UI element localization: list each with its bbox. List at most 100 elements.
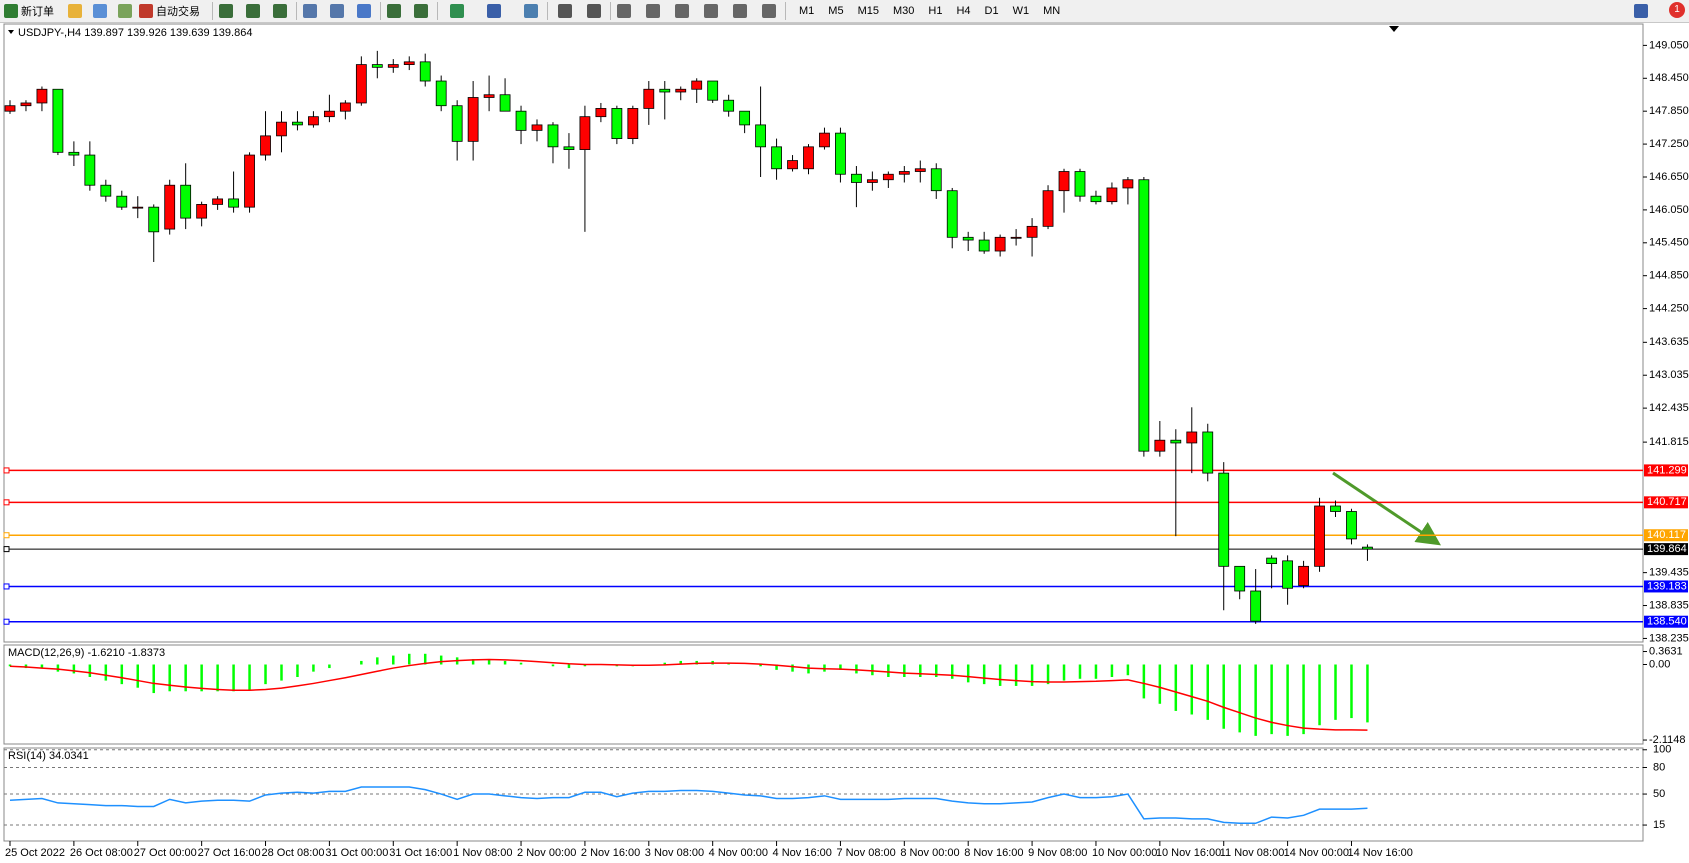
- search-icon[interactable]: [1634, 4, 1648, 18]
- candle-body: [994, 236, 1006, 252]
- candle-body: [1090, 195, 1102, 203]
- icon[interactable]: [450, 4, 464, 18]
- separator: [296, 2, 297, 20]
- icon[interactable]: [273, 4, 287, 18]
- candle-body: [1234, 565, 1246, 592]
- icon[interactable]: [246, 4, 260, 18]
- icon[interactable]: [704, 4, 718, 18]
- candle-body: [1122, 179, 1134, 189]
- candle-body: [787, 160, 798, 170]
- candle-body: [419, 61, 431, 82]
- icon[interactable]: [617, 4, 631, 18]
- icon[interactable]: [68, 4, 82, 18]
- notification-badge[interactable]: 1: [1669, 2, 1685, 18]
- price-label-box: [1644, 464, 1688, 477]
- icon[interactable]: [675, 4, 689, 18]
- x-tick-label: 14 Nov 00:00: [1284, 847, 1349, 859]
- price-label-box: [1644, 529, 1688, 542]
- candle-body: [1186, 431, 1198, 444]
- candle-body: [531, 124, 543, 131]
- separator: [437, 2, 438, 20]
- icon[interactable]: [587, 4, 601, 18]
- macd-title: MACD(12,26,9) -1.6210 -1.8373: [8, 647, 165, 659]
- candle-body: [1314, 505, 1325, 567]
- timeframe-button[interactable]: M30: [892, 5, 915, 17]
- candle-body: [1346, 511, 1357, 540]
- icon[interactable]: [524, 4, 538, 18]
- icon[interactable]: [558, 4, 572, 18]
- y-tick-label: 15: [1653, 819, 1665, 831]
- candle-body: [627, 108, 639, 140]
- auto-trading-button[interactable]: 自动交易: [135, 2, 204, 21]
- candle-body: [978, 239, 990, 252]
- candle-body: [132, 206, 144, 209]
- candle-body: [611, 108, 623, 140]
- timeframe-button[interactable]: W1: [1012, 5, 1030, 17]
- icon[interactable]: [93, 4, 107, 18]
- x-tick-label: 14 Nov 16:00: [1347, 847, 1412, 859]
- y-tick-label: 146.650: [1649, 171, 1689, 183]
- x-tick-label: 8 Nov 16:00: [964, 847, 1023, 859]
- separator: [610, 2, 611, 20]
- timeframe-button[interactable]: H1: [928, 5, 943, 17]
- candle-body: [228, 198, 239, 208]
- y-tick-label: 144.850: [1649, 270, 1689, 282]
- candle-body: [323, 110, 335, 118]
- candle-body: [100, 184, 112, 197]
- candle-body: [339, 102, 351, 112]
- icon[interactable]: [118, 4, 132, 18]
- rsi-title: RSI(14) 34.0341: [8, 750, 89, 762]
- candle-body: [691, 80, 703, 90]
- y-tick-label: 143.635: [1649, 336, 1689, 348]
- price-label: 141.299: [1647, 464, 1687, 476]
- icon[interactable]: [303, 4, 317, 18]
- line-handle: [3, 499, 10, 506]
- candle-body: [723, 99, 735, 112]
- candle-body: [515, 110, 527, 131]
- candle-body: [1362, 546, 1373, 550]
- y-tick-label: 145.450: [1649, 237, 1689, 249]
- candle-body: [371, 64, 383, 68]
- candle-body: [276, 121, 287, 137]
- new-order-button[interactable]: 新订单: [0, 2, 58, 21]
- candle-body: [739, 110, 751, 126]
- timeframe-button[interactable]: M15: [857, 5, 879, 17]
- timeframe-button[interactable]: MN: [1043, 5, 1061, 17]
- timeframe-button[interactable]: D1: [984, 5, 999, 17]
- icon[interactable]: [330, 4, 344, 18]
- icon[interactable]: [733, 4, 747, 18]
- icon[interactable]: [387, 4, 401, 18]
- candle-body: [84, 154, 96, 186]
- chart: USDJPY-,H4 139.897 139.926 139.639 139.8…: [0, 23, 1689, 863]
- candle-body: [403, 61, 415, 65]
- y-tick-label: 149.050: [1649, 39, 1689, 51]
- timeframe-button[interactable]: M5: [828, 5, 844, 17]
- icon[interactable]: [762, 4, 776, 18]
- price-label-box: [1644, 496, 1688, 509]
- candle-body: [1138, 179, 1150, 452]
- x-tick-label: 28 Oct 08:00: [262, 847, 325, 859]
- candle-body: [68, 151, 80, 156]
- line-handle: [3, 618, 10, 625]
- auto-trading-label: 自动交易: [156, 6, 200, 18]
- icon[interactable]: [646, 4, 660, 18]
- candle-body: [1330, 505, 1341, 512]
- icon[interactable]: [357, 4, 371, 18]
- candle-body: [675, 88, 687, 93]
- x-tick-label: 27 Oct 00:00: [134, 847, 197, 859]
- chart-header: USDJPY-,H4 139.897 139.926 139.639 139.8…: [18, 27, 252, 39]
- y-tick-label: -2.1148: [1649, 734, 1686, 746]
- y-tick-label: 142.435: [1649, 402, 1689, 414]
- price-label: 138.540: [1647, 616, 1687, 628]
- candle-body: [467, 97, 479, 142]
- icon[interactable]: [414, 4, 428, 18]
- y-tick-label: 80: [1653, 761, 1665, 773]
- candle-body: [1042, 190, 1054, 227]
- timeframe-button[interactable]: H4: [956, 5, 971, 17]
- icon[interactable]: [487, 4, 501, 18]
- icon[interactable]: [219, 4, 233, 18]
- timeframe-button[interactable]: M1: [799, 5, 815, 17]
- price-label: 139.864: [1647, 543, 1687, 555]
- candle-body: [1074, 171, 1086, 197]
- x-tick-label: 2 Nov 16:00: [581, 847, 640, 859]
